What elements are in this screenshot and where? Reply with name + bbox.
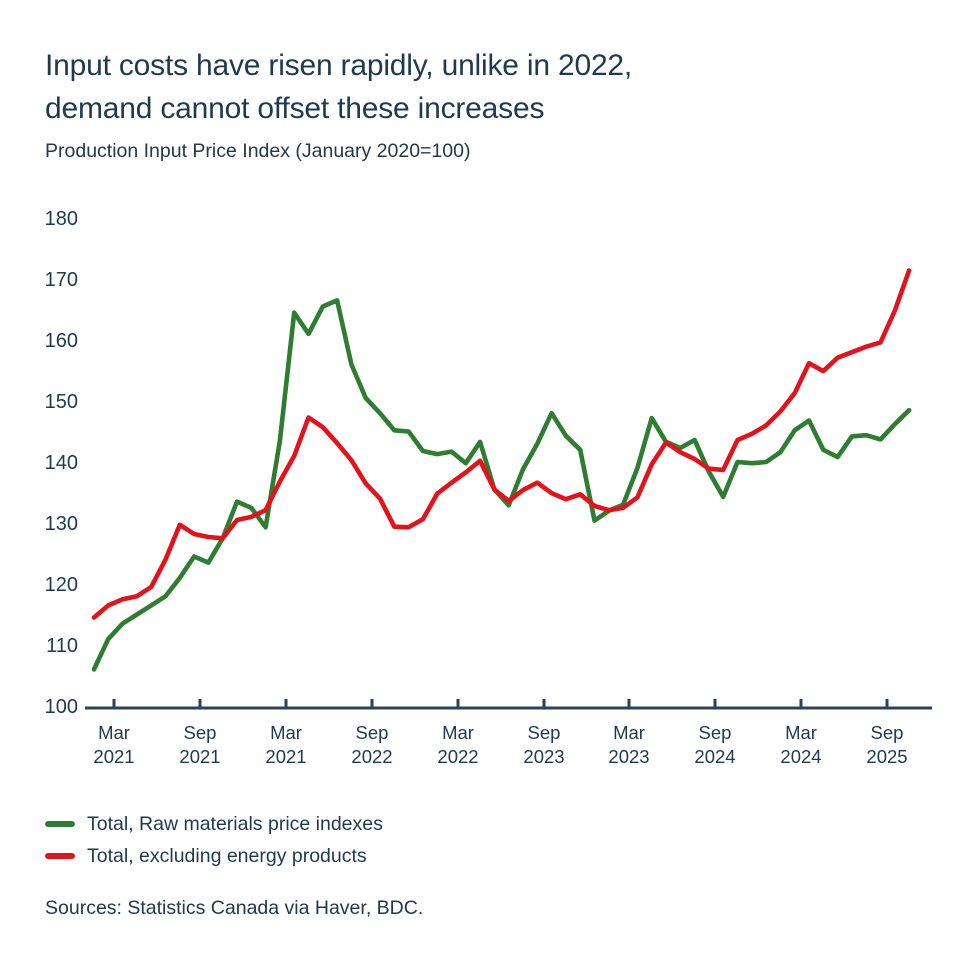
x-axis-tick-label-year: 2022 [437, 746, 478, 767]
legend-item-raw-materials: Total, Raw materials price indexes [45, 808, 383, 840]
y-axis-tick-label: 120 [45, 574, 78, 596]
x-axis-tick-label-year: 2024 [780, 746, 821, 767]
legend-label: Total, excluding energy products [87, 844, 367, 867]
x-axis-tick-label-month: Sep [528, 722, 561, 743]
chart-legend: Total, Raw materials price indexes Total… [45, 808, 383, 872]
legend-item-excluding-energy: Total, excluding energy products [45, 840, 383, 872]
chart-title-line1: Input costs have risen rapidly, unlike i… [45, 49, 633, 82]
source-note: Sources: Statistics Canada via Haver, BD… [45, 897, 424, 919]
y-axis-tick-label: 100 [45, 696, 78, 718]
x-axis-tick-label-month: Mar [785, 722, 817, 743]
x-axis-tick-label-month: Mar [98, 722, 130, 743]
y-axis-tick-label: 110 [46, 635, 78, 657]
y-axis-tick-label: 150 [45, 391, 78, 413]
x-axis-tick-label-year: 2023 [523, 746, 564, 767]
y-axis-tick-label: 160 [45, 330, 78, 352]
legend-label: Total, Raw materials price indexes [87, 812, 383, 835]
x-axis-tick-label-year: 2021 [93, 746, 134, 767]
y-axis-tick-label: 170 [45, 269, 78, 291]
red-line-swatch-icon [45, 853, 75, 859]
chart-title-line2: demand cannot offset these increases [45, 92, 545, 125]
excluding-energy-line-series [91, 268, 912, 620]
x-axis-tick-label-month: Mar [442, 722, 474, 743]
x-axis-tick-label-month: Sep [356, 722, 389, 743]
x-axis-tick-label-year: 2022 [351, 746, 392, 767]
raw-materials-line-series [91, 298, 912, 672]
y-axis-tick-label: 130 [45, 513, 78, 535]
chart-title: Input costs have risen rapidly, unlike i… [45, 44, 825, 130]
x-axis-tick-label-month: Sep [699, 722, 732, 743]
y-axis-tick-label: 140 [45, 452, 78, 474]
y-axis-tick-label: 180 [45, 208, 78, 230]
green-line-swatch-icon [45, 821, 75, 827]
x-axis-tick-label-year: 2023 [608, 746, 649, 767]
x-axis-tick-label-year: 2024 [694, 746, 735, 767]
x-axis-tick-label-month: Mar [613, 722, 645, 743]
x-axis-tick-label-year: 2025 [866, 746, 907, 767]
x-axis-tick-label-month: Sep [184, 722, 217, 743]
chart-subtitle: Production Input Price Index (January 20… [45, 140, 471, 162]
x-axis-tick-label-year: 2021 [179, 746, 220, 767]
x-axis-tick-label-year: 2021 [265, 746, 306, 767]
x-axis-tick-label-month: Sep [871, 722, 904, 743]
x-axis-tick-label-month: Mar [270, 722, 302, 743]
